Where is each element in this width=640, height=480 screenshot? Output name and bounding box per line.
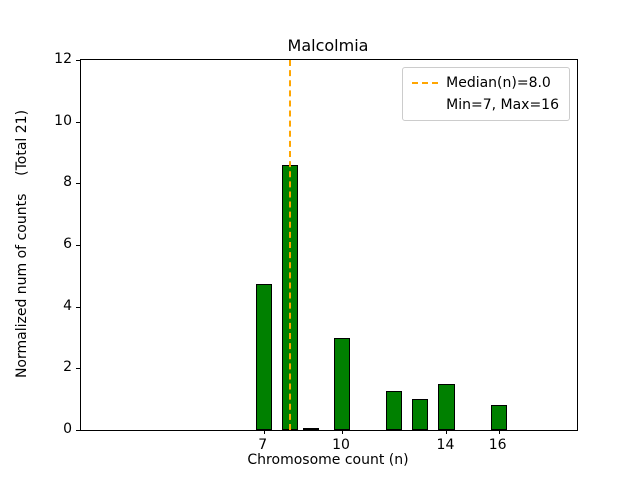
legend-label: Median(n)=8.0 [446,75,551,91]
y-tick-label: 8 [63,174,72,191]
x-tick-mark [446,430,448,434]
legend-item-median: Median(n)=8.0 [412,75,559,91]
y-tick-mark [76,306,80,308]
legend: Median(n)=8.0 Min=7, Max=16 [402,67,570,121]
y-tick-mark [76,245,80,246]
legend-item-minmax: Min=7, Max=16 [412,97,559,113]
plot-area: Median(n)=8.0 Min=7, Max=16 [76,59,578,434]
y-tick-label: 0 [63,421,72,437]
y-tick-label: 12 [54,51,72,67]
y-tick-mark [76,183,80,185]
legend-sample-spacer [412,104,438,106]
bar [438,383,455,430]
dashed-line-icon [412,82,439,84]
x-tick-label: 14 [436,437,455,453]
bar [412,399,429,430]
median-line [288,60,291,430]
y-axis-label: Normalized num of counts (Total 21) [14,109,30,379]
y-tick-label: 4 [63,297,72,314]
y-tick-label: 10 [54,112,72,129]
x-tick-mark [342,430,344,434]
x-tick-label: 16 [488,437,507,453]
bar [333,337,351,430]
x-tick-mark [498,430,500,434]
y-tick-mark [76,368,80,370]
bar [386,391,403,430]
x-tick-label: 10 [332,437,350,453]
y-tick-mark [76,430,80,431]
x-tick-mark [263,430,265,434]
y-tick-label: 6 [63,236,72,252]
chart-title: Malcolmia [287,36,369,55]
legend-label: Min=7, Max=16 [446,97,559,113]
bar [490,405,507,430]
bar [255,283,272,430]
y-tick-mark [76,60,80,61]
bar [302,428,319,431]
x-axis-label: Chromosome count (n) [247,452,409,468]
x-tick-label: 7 [258,437,268,453]
y-tick-mark [76,121,80,123]
y-tick-label: 2 [63,359,72,376]
